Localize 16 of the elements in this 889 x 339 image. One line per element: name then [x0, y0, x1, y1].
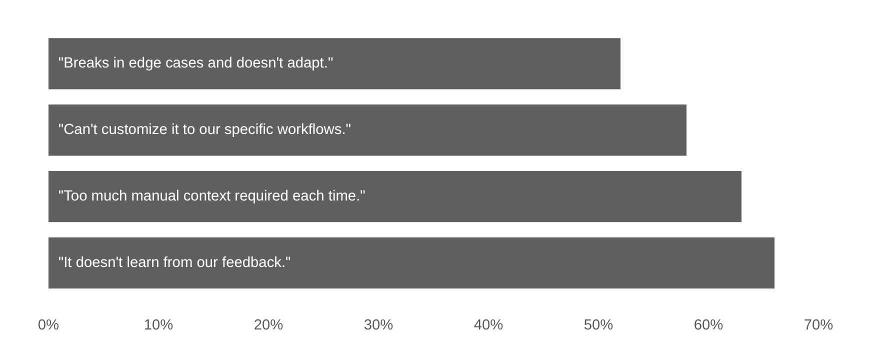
y-tick-label: "Breaks in edge cases and doesn't adapt."	[58, 56, 334, 72]
x-tick-label: 30%	[364, 318, 394, 334]
bar	[48, 237, 774, 289]
y-tick-label: "It doesn't learn from our feedback."	[58, 254, 291, 271]
x-tick-label: 50%	[584, 318, 614, 334]
x-tick-label: 0%	[38, 318, 60, 334]
y-tick-label: "Too much manual context required each time."	[58, 188, 366, 205]
x-tick-label: 20%	[254, 318, 284, 334]
x-tick-label: 10%	[144, 318, 174, 334]
y-tick-label: "Can't customize it to our specific workflows."	[58, 122, 351, 138]
x-tick-label: 60%	[694, 318, 724, 334]
bar	[48, 104, 686, 156]
x-tick-label: 40%	[474, 318, 504, 334]
x-tick-label: 70%	[804, 318, 834, 334]
bar	[48, 170, 742, 222]
bar	[48, 38, 620, 90]
